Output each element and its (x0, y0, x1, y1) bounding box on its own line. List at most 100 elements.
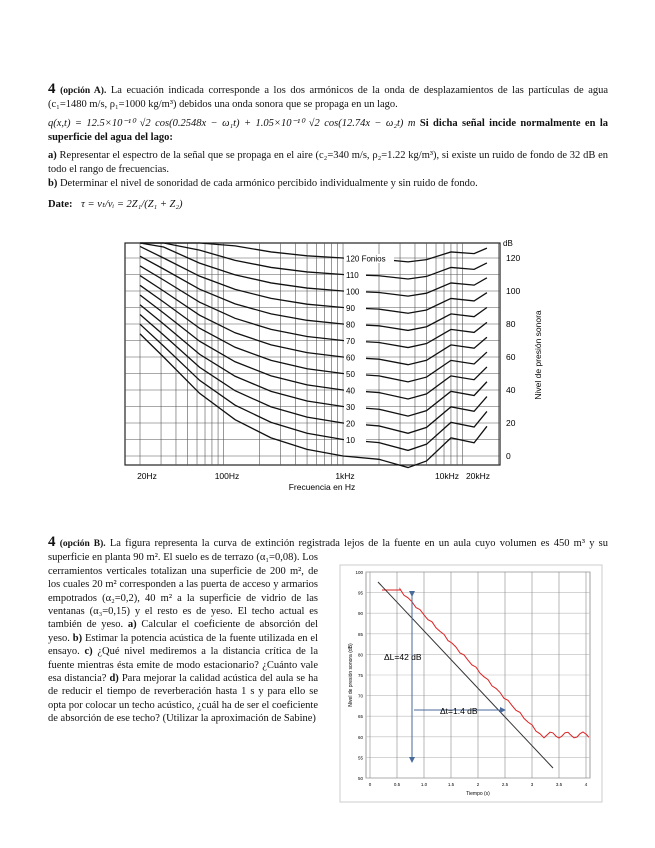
x-tick-label: 2.5 (502, 782, 509, 787)
label-box (344, 386, 366, 395)
y-tick-label: 80 (506, 319, 516, 329)
formula: τ = vₜ/vᵢ = 2Z₁/(Z₁ + Z₂) (81, 199, 183, 210)
y-tick-label: 40 (506, 385, 516, 395)
label-box (344, 303, 366, 313)
item-label: a) (48, 150, 57, 161)
y-tick-label: 90 (358, 611, 364, 616)
x-tick-label: 3 (531, 782, 534, 787)
item: b) Determinar el nivel de sonoridad de c… (48, 177, 608, 191)
item-label: b) (72, 632, 83, 644)
items-a: a) Representar el espectro de la señal q… (48, 149, 608, 191)
curve-label: 120 Fonios (346, 255, 386, 264)
label-box (344, 320, 366, 329)
contour (139, 265, 488, 349)
x-tick-label: 20kHz (466, 471, 490, 481)
item-text: Para mejorar la calidad acústica del aul… (48, 673, 319, 725)
decay-measured (382, 587, 590, 739)
y-tick-label: 65 (358, 714, 364, 719)
equation: q(x,t) = 12.5×10⁻¹⁰ √2 cos(0.2548x − ω₁t… (48, 118, 404, 129)
label-box (344, 353, 366, 362)
item-text: ¿Qué nivel mediremos a la distancia crít… (48, 646, 319, 685)
y-tick-label: 60 (506, 352, 516, 362)
figure-frame (339, 564, 603, 803)
y-tick-label: 60 (358, 735, 364, 740)
equation-tail: Si dicha señal incide normalmente en la … (48, 118, 609, 143)
y-tick-label: 95 (358, 591, 364, 596)
contour (139, 255, 488, 332)
label-box (344, 336, 366, 346)
x-tick-label: 0 (369, 782, 372, 787)
contour (139, 313, 488, 434)
contour (139, 245, 488, 314)
equation-block: q(x,t) = 12.5×10⁻¹⁰ √2 cos(0.2548x − ω₁t… (48, 117, 608, 145)
curve-label: 90 (346, 304, 355, 313)
y-axis-title: Nivel de presión sonora (dB) (348, 643, 354, 707)
x-tick-label: 2 (477, 782, 480, 787)
x-tick-label: 1.0 (421, 782, 428, 787)
x-tick-label: 4 (585, 782, 588, 787)
curve-label: 60 (346, 354, 355, 363)
contour (140, 242, 488, 280)
equation-unit: m (407, 118, 416, 129)
label-box (344, 369, 366, 379)
contour (139, 304, 488, 417)
contours (139, 242, 488, 469)
contour (140, 242, 488, 263)
x-tick-label: 1.5 (448, 782, 455, 787)
curve-label: 20 (346, 420, 355, 429)
problem-number: 4 (48, 81, 56, 97)
problem-a-intro: 4 (opción A). La ecuación indicada corre… (48, 82, 608, 112)
contour (139, 294, 488, 400)
label-box (344, 419, 366, 428)
curve-label: 80 (346, 321, 355, 330)
item: a) Representar el espectro de la señal q… (48, 149, 608, 177)
contour (139, 333, 488, 469)
curve-label: 110 (346, 271, 359, 280)
y-tick-label: 120 (506, 253, 520, 263)
curve-label: 40 (346, 387, 355, 396)
y-tick-label: 70 (358, 694, 364, 699)
x-tick-label: 10kHz (435, 471, 459, 481)
problem-b: 4 (opción B). La figura representa la cu… (48, 534, 609, 802)
y-unit: dB (503, 239, 513, 248)
y-tick-label: 50 (358, 776, 364, 781)
data-line: Date: τ = vₜ/vᵢ = 2Z₁/(Z₁ + Z₂) (48, 198, 608, 212)
intro-text: La figura representa la curva de extinci… (48, 538, 609, 631)
option-label: (opción B). (59, 539, 106, 549)
label-box (344, 287, 366, 296)
item-label: c) (84, 646, 93, 658)
decay-fit (377, 581, 554, 769)
y-tick-label: 20 (506, 418, 516, 428)
label-box (344, 402, 366, 412)
data-label: Date: (48, 199, 73, 210)
x-axis-title: Tiempo (s) (466, 791, 490, 797)
x-tick-label: 3.5 (556, 782, 563, 787)
curve-label: 70 (346, 337, 355, 346)
y-axis-title: Nivel de presión sonora (533, 310, 543, 400)
curve-label: 100 (346, 288, 360, 297)
problem-number: 4 (48, 534, 56, 550)
item-label: d) (109, 673, 119, 685)
curve-label: 30 (346, 403, 355, 412)
y-tick-label: 100 (506, 286, 520, 296)
item-text: Estimar la potencia acústica de la fuent… (48, 632, 318, 658)
label-box (344, 270, 366, 280)
x-axis-title: Frecuencia en Hz (289, 482, 356, 492)
item-text: Calcular el coeficiente de absorción del… (48, 619, 318, 644)
intro-text: La ecuación indicada corresponde a los d… (48, 85, 609, 110)
contour (139, 284, 488, 383)
contour (139, 242, 488, 297)
delta-l-label: ΔL=42 dB (384, 652, 422, 662)
option-label: (opción A). (60, 86, 107, 96)
y-tick-label: 80 (358, 652, 364, 657)
label-box (344, 435, 366, 445)
item-label: a) (127, 619, 137, 631)
figure-space (318, 552, 608, 802)
y-tick-label: 85 (358, 632, 364, 637)
y-tick-label: 100 (355, 570, 363, 575)
x-tick-label: 1kHz (335, 471, 354, 481)
label-box (344, 254, 394, 263)
y-tick-label: 75 (358, 673, 364, 678)
